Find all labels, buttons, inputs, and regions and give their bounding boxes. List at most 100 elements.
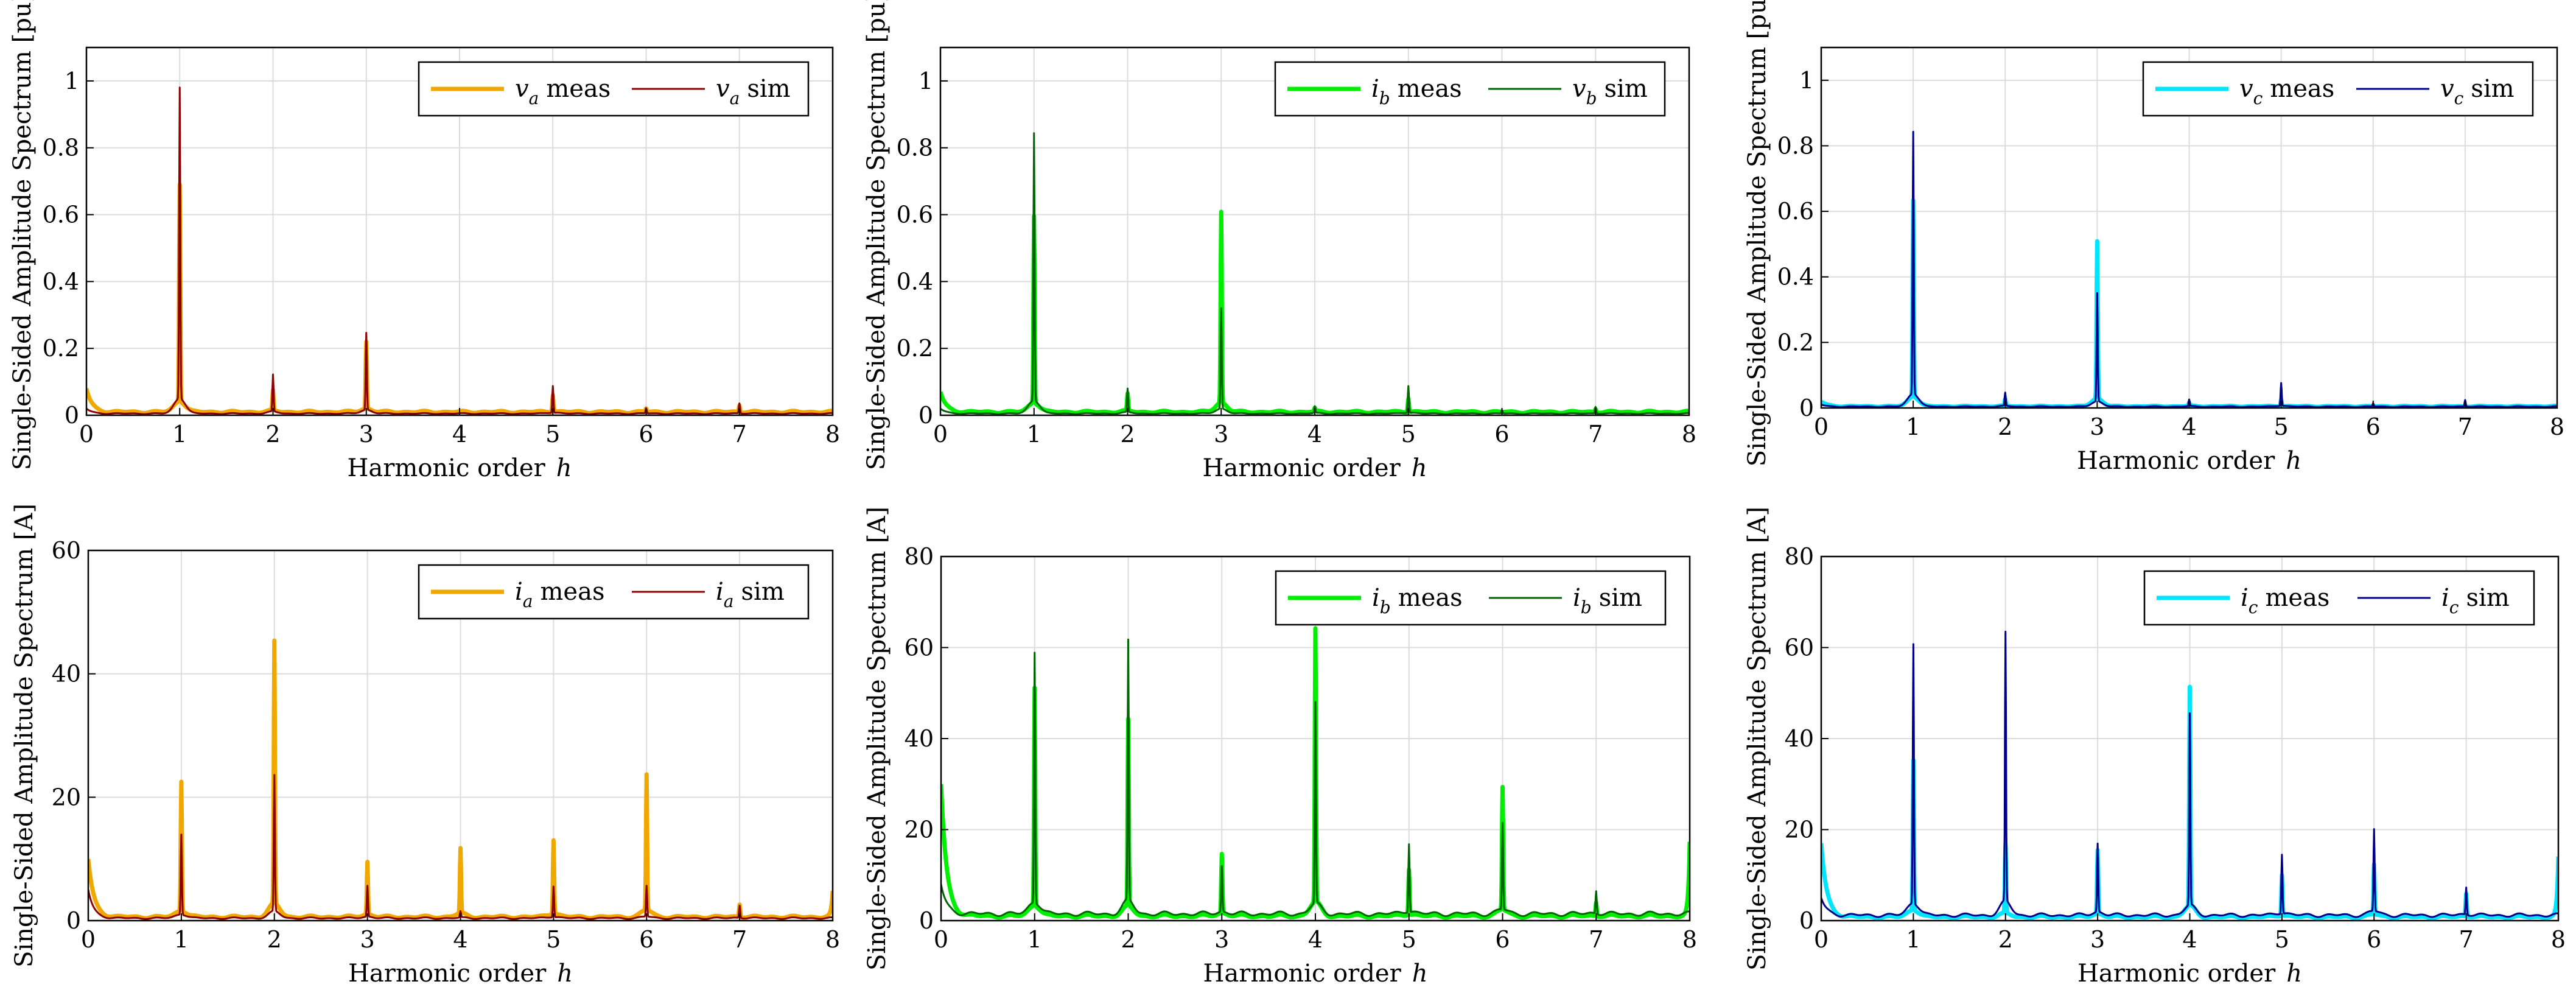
legend-symbol: i bbox=[1372, 584, 1380, 612]
y-tick-label: 0 bbox=[1799, 907, 1814, 934]
legend-symbol: i bbox=[2241, 584, 2249, 612]
legend-subscript: b bbox=[1586, 88, 1597, 108]
y-axis-label: Single-Sided Amplitude Spectrum [pu] bbox=[1743, 0, 1771, 466]
x-tick-label: 6 bbox=[1494, 421, 1509, 448]
y-tick-label: 0.6 bbox=[897, 202, 933, 228]
legend: ib meas vb sim bbox=[1274, 61, 1666, 117]
legend-label-sim: ia sim bbox=[716, 578, 785, 611]
series-line-meas bbox=[1821, 684, 2558, 921]
x-tick-label: 7 bbox=[1588, 421, 1603, 448]
y-tick-label: 1 bbox=[919, 68, 933, 94]
y-tick-label: 0 bbox=[919, 907, 934, 934]
legend-name: sim bbox=[2466, 584, 2509, 612]
legend: va meas va sim bbox=[418, 61, 810, 117]
y-tick-label: 20 bbox=[52, 784, 81, 810]
legend-label-sim: va sim bbox=[716, 75, 791, 108]
y-tick-label: 60 bbox=[1785, 634, 1814, 661]
legend-subscript: a bbox=[730, 88, 740, 108]
x-tick-label: 1 bbox=[1906, 413, 1920, 440]
x-tick-label: 1 bbox=[1027, 421, 1041, 448]
x-axis-label: Harmonic order h bbox=[348, 454, 572, 482]
chart-panel-ia: 0 1 2 3 4 5 6 7 8 0 20 40 60 Harmonic order h Single-Si… bbox=[0, 500, 858, 1001]
x-tick-label: 0 bbox=[934, 926, 948, 953]
x-tick-label: 6 bbox=[639, 926, 654, 953]
legend: ib meas ib sim bbox=[1275, 570, 1667, 626]
legend-symbol: v bbox=[716, 75, 730, 103]
x-axis-label-symbol: h bbox=[1412, 960, 1428, 988]
x-axis-label-symbol: h bbox=[2286, 447, 2301, 475]
x-tick-label: 7 bbox=[732, 926, 747, 953]
y-tick-label: 0.4 bbox=[1777, 264, 1814, 290]
chart-panel-vc: 0 1 2 3 4 5 6 7 8 0 0.2 0.4 0.6 0.8 1 Harmonic order h Si… bbox=[1717, 0, 2576, 500]
x-tick-label: 0 bbox=[1814, 926, 1829, 953]
legend-name: meas bbox=[2265, 584, 2329, 612]
legend-name: sim bbox=[741, 578, 785, 606]
x-tick-label: 8 bbox=[2550, 413, 2564, 440]
x-tick-label: 3 bbox=[1214, 421, 1228, 448]
x-tick-label: 1 bbox=[172, 421, 187, 448]
x-tick-label: 2 bbox=[1998, 926, 2013, 953]
x-tick-label: 3 bbox=[2090, 413, 2104, 440]
x-tick-label: 2 bbox=[267, 926, 282, 953]
chart-panel-ic: 0 1 2 3 4 5 6 7 8 0 20 40 60 80 Harmonic order h Single-… bbox=[1717, 500, 2576, 1001]
y-axis-label: Single-Sided Amplitude Spectrum [A] bbox=[1743, 507, 1771, 971]
legend-name: sim bbox=[1599, 584, 1642, 612]
y-axis-label: Single-Sided Amplitude Spectrum [pu] bbox=[863, 0, 891, 470]
x-tick-label: 4 bbox=[2182, 926, 2197, 953]
x-tick-label: 6 bbox=[639, 421, 653, 448]
y-tick-label: 1 bbox=[1799, 67, 1814, 94]
x-tick-label: 6 bbox=[2366, 413, 2381, 440]
y-tick-label: 1 bbox=[65, 68, 79, 94]
x-axis-label-text: Harmonic order bbox=[1203, 960, 1402, 988]
y-tick-label: 60 bbox=[52, 537, 81, 564]
x-tick-label: 4 bbox=[452, 421, 467, 448]
y-tick-label: 0 bbox=[1799, 395, 1814, 421]
x-tick-label: 7 bbox=[732, 421, 747, 448]
legend-label-meas: ib meas bbox=[1371, 75, 1462, 108]
chart-svg-vb: 0 1 2 3 4 5 6 7 8 0 0.2 0.4 0.6 0.8 1 Harmonic order h Si… bbox=[863, 0, 1696, 482]
x-tick-label: 6 bbox=[1495, 926, 1510, 953]
legend-symbol: i bbox=[2441, 584, 2449, 612]
legend-symbol: i bbox=[716, 578, 724, 606]
y-tick-label: 80 bbox=[1785, 543, 1814, 570]
chart-panel-vb: 0 1 2 3 4 5 6 7 8 0 0.2 0.4 0.6 0.8 1 Harmonic order h Si… bbox=[858, 0, 1717, 500]
legend-label-sim: vc sim bbox=[2440, 75, 2515, 108]
x-tick-label: 6 bbox=[2367, 926, 2381, 953]
legend-symbol: i bbox=[515, 578, 523, 606]
x-tick-label: 0 bbox=[81, 926, 96, 953]
y-tick-label: 0.2 bbox=[1777, 329, 1814, 356]
x-axis-label: Harmonic order h bbox=[2077, 447, 2301, 475]
x-tick-label: 2 bbox=[1120, 421, 1135, 448]
x-tick-label: 2 bbox=[1121, 926, 1135, 953]
x-tick-label: 4 bbox=[2182, 413, 2196, 440]
y-tick-label: 40 bbox=[1785, 725, 1814, 752]
x-tick-label: 7 bbox=[2458, 413, 2473, 440]
legend-name: meas bbox=[2270, 75, 2334, 103]
legend: ic meas ic sim bbox=[2143, 570, 2535, 626]
x-axis-label-text: Harmonic order bbox=[348, 454, 546, 482]
x-axis-label-text: Harmonic order bbox=[2077, 447, 2275, 475]
y-tick-label: 80 bbox=[905, 543, 934, 570]
legend-subscript: a bbox=[529, 88, 539, 108]
x-tick-label: 8 bbox=[825, 926, 840, 953]
y-axis-label: Single-Sided Amplitude Spectrum [pu] bbox=[9, 0, 37, 470]
x-tick-label: 1 bbox=[1027, 926, 1042, 953]
legend-symbol: v bbox=[2239, 75, 2253, 103]
x-tick-label: 5 bbox=[1402, 926, 1416, 953]
legend-label-meas: va meas bbox=[515, 75, 611, 108]
legend-label-sim: vb sim bbox=[1572, 75, 1648, 108]
legend-subscript: c bbox=[2253, 88, 2263, 108]
legend-subscript: b bbox=[1380, 597, 1391, 617]
y-tick-label: 20 bbox=[1785, 817, 1814, 843]
y-tick-label: 0.2 bbox=[43, 335, 79, 362]
x-tick-label: 2 bbox=[265, 421, 280, 448]
x-tick-label: 7 bbox=[2459, 926, 2474, 953]
legend-subscript: c bbox=[2454, 88, 2464, 108]
legend-symbol: i bbox=[1573, 584, 1581, 612]
series-line-sim bbox=[1821, 630, 2558, 918]
legend-name: meas bbox=[1398, 75, 1462, 103]
y-tick-label: 60 bbox=[905, 634, 934, 661]
x-tick-label: 5 bbox=[2275, 926, 2289, 953]
